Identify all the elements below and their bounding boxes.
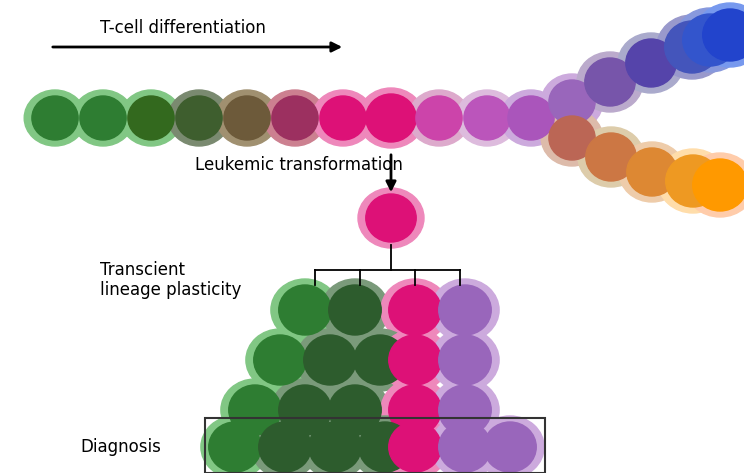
Ellipse shape bbox=[221, 379, 289, 441]
Ellipse shape bbox=[366, 194, 416, 242]
Ellipse shape bbox=[684, 153, 744, 217]
Ellipse shape bbox=[381, 379, 449, 441]
Ellipse shape bbox=[271, 379, 339, 441]
Ellipse shape bbox=[296, 329, 364, 391]
Ellipse shape bbox=[585, 58, 635, 106]
Ellipse shape bbox=[72, 90, 134, 146]
Ellipse shape bbox=[176, 96, 222, 140]
Ellipse shape bbox=[456, 90, 518, 146]
Ellipse shape bbox=[586, 133, 636, 181]
Ellipse shape bbox=[304, 335, 356, 385]
Ellipse shape bbox=[381, 279, 449, 341]
Ellipse shape bbox=[549, 116, 595, 160]
Ellipse shape bbox=[541, 110, 603, 166]
Ellipse shape bbox=[217, 90, 278, 146]
Ellipse shape bbox=[121, 90, 182, 146]
Ellipse shape bbox=[32, 96, 78, 140]
Ellipse shape bbox=[351, 416, 419, 473]
Ellipse shape bbox=[439, 335, 491, 385]
Ellipse shape bbox=[381, 329, 449, 391]
Ellipse shape bbox=[264, 90, 326, 146]
Ellipse shape bbox=[366, 94, 416, 142]
Bar bbox=[205, 418, 545, 473]
Ellipse shape bbox=[666, 155, 720, 207]
Ellipse shape bbox=[408, 90, 469, 146]
Ellipse shape bbox=[128, 96, 174, 140]
Ellipse shape bbox=[389, 335, 441, 385]
Ellipse shape bbox=[578, 127, 644, 187]
Ellipse shape bbox=[439, 385, 491, 435]
Ellipse shape bbox=[577, 52, 643, 112]
Ellipse shape bbox=[301, 416, 369, 473]
Text: Transcient
lineage plasticity: Transcient lineage plasticity bbox=[100, 261, 241, 299]
Ellipse shape bbox=[320, 96, 366, 140]
Ellipse shape bbox=[431, 379, 499, 441]
Ellipse shape bbox=[626, 39, 676, 87]
Ellipse shape bbox=[201, 416, 269, 473]
Ellipse shape bbox=[693, 159, 744, 211]
Ellipse shape bbox=[312, 90, 373, 146]
Ellipse shape bbox=[439, 422, 491, 472]
Ellipse shape bbox=[657, 15, 727, 79]
Ellipse shape bbox=[279, 385, 331, 435]
Ellipse shape bbox=[358, 188, 424, 248]
Ellipse shape bbox=[508, 96, 554, 140]
Ellipse shape bbox=[500, 90, 562, 146]
Ellipse shape bbox=[279, 285, 331, 335]
Ellipse shape bbox=[358, 88, 424, 148]
Text: T-cell differentiation: T-cell differentiation bbox=[100, 19, 266, 37]
Ellipse shape bbox=[309, 422, 362, 472]
Ellipse shape bbox=[271, 279, 339, 341]
Ellipse shape bbox=[675, 8, 744, 72]
Ellipse shape bbox=[484, 422, 536, 472]
Ellipse shape bbox=[389, 385, 441, 435]
Ellipse shape bbox=[259, 422, 311, 472]
Ellipse shape bbox=[389, 422, 441, 472]
Ellipse shape bbox=[321, 379, 389, 441]
Ellipse shape bbox=[359, 422, 411, 472]
Ellipse shape bbox=[25, 90, 86, 146]
Ellipse shape bbox=[80, 96, 126, 140]
Ellipse shape bbox=[549, 80, 595, 124]
Ellipse shape bbox=[346, 329, 414, 391]
Ellipse shape bbox=[702, 9, 744, 61]
Ellipse shape bbox=[254, 335, 307, 385]
Ellipse shape bbox=[541, 74, 603, 130]
Ellipse shape bbox=[329, 285, 381, 335]
Ellipse shape bbox=[228, 385, 281, 435]
Ellipse shape bbox=[664, 21, 719, 73]
Ellipse shape bbox=[431, 416, 499, 473]
Text: Leukemic transformation: Leukemic transformation bbox=[195, 156, 403, 174]
Ellipse shape bbox=[464, 96, 510, 140]
Ellipse shape bbox=[246, 329, 314, 391]
Ellipse shape bbox=[168, 90, 230, 146]
Ellipse shape bbox=[353, 335, 406, 385]
Text: Diagnosis: Diagnosis bbox=[80, 438, 161, 456]
Ellipse shape bbox=[416, 96, 462, 140]
Ellipse shape bbox=[389, 285, 441, 335]
Ellipse shape bbox=[683, 14, 737, 66]
Ellipse shape bbox=[251, 416, 319, 473]
Ellipse shape bbox=[209, 422, 261, 472]
Ellipse shape bbox=[619, 142, 685, 202]
Ellipse shape bbox=[431, 279, 499, 341]
Ellipse shape bbox=[381, 416, 449, 473]
Ellipse shape bbox=[658, 149, 728, 213]
Ellipse shape bbox=[329, 385, 381, 435]
Ellipse shape bbox=[321, 279, 389, 341]
Ellipse shape bbox=[695, 3, 744, 67]
Ellipse shape bbox=[626, 148, 677, 196]
Ellipse shape bbox=[272, 96, 318, 140]
Ellipse shape bbox=[431, 329, 499, 391]
Ellipse shape bbox=[224, 96, 270, 140]
Ellipse shape bbox=[618, 33, 684, 93]
Ellipse shape bbox=[439, 285, 491, 335]
Ellipse shape bbox=[476, 416, 544, 473]
